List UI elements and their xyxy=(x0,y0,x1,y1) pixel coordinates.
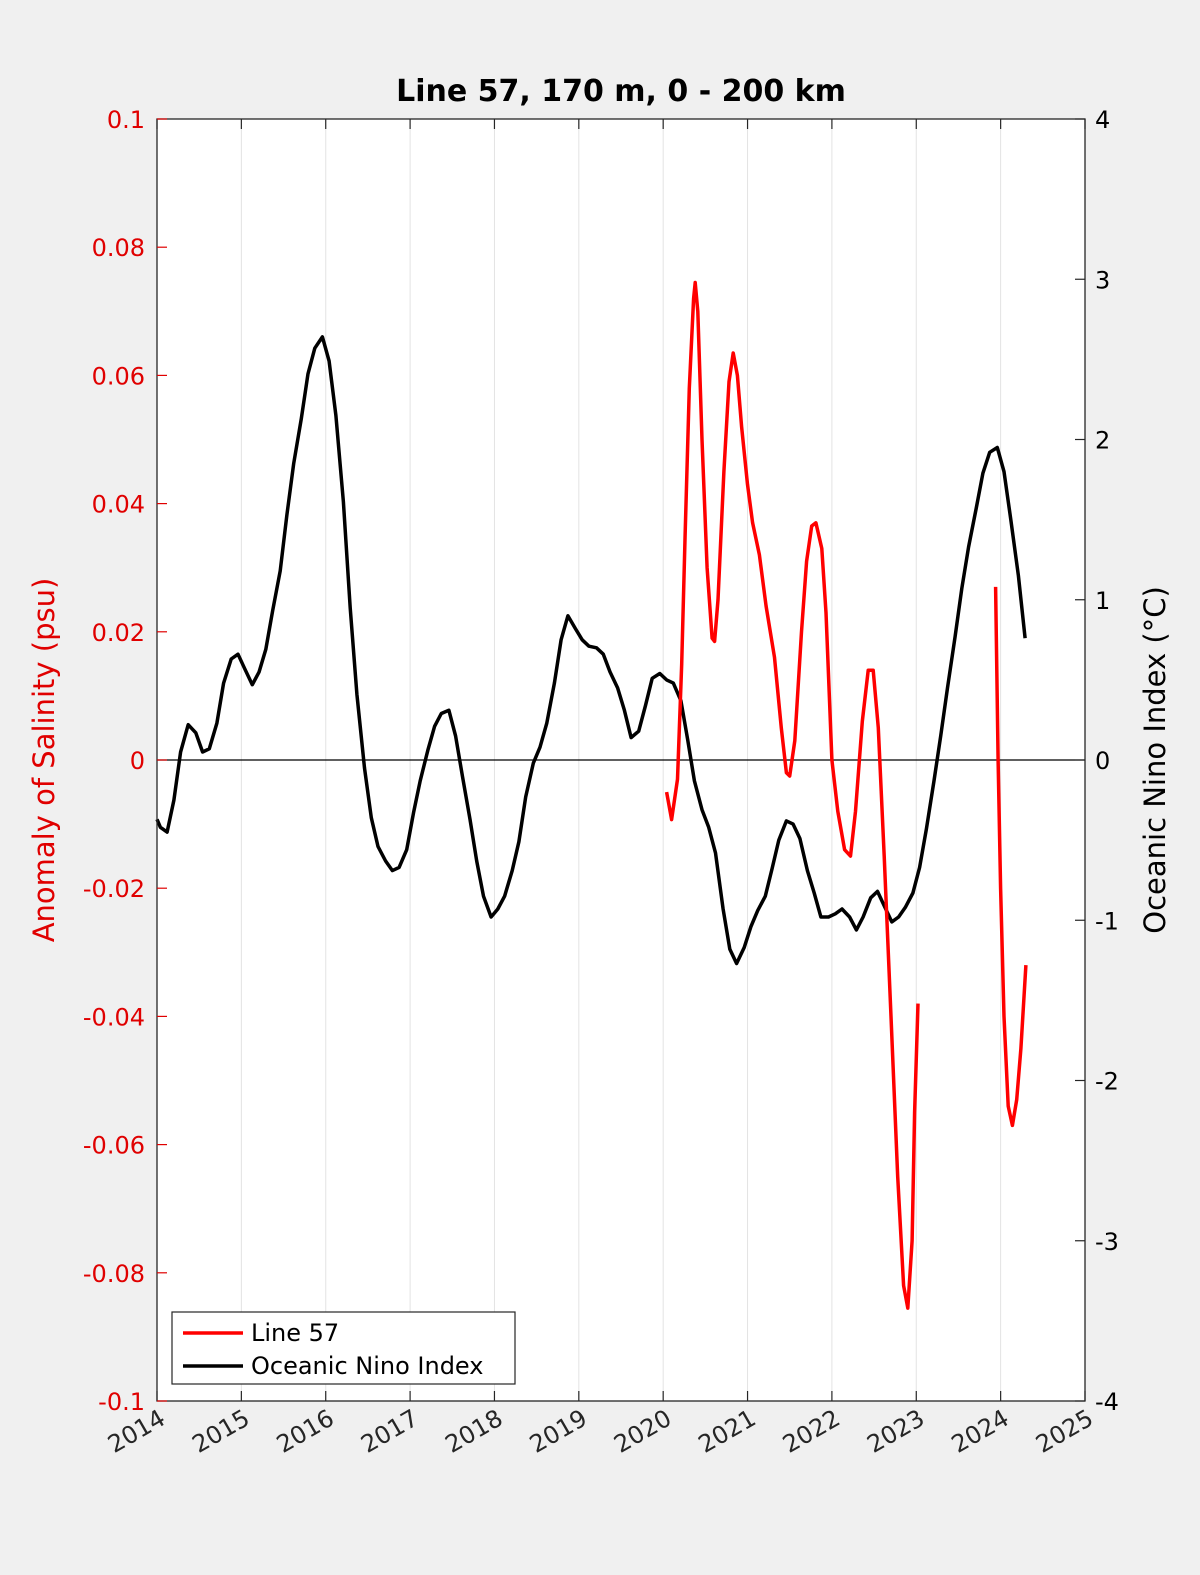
y-left-tick-label-0-1: 0.1 xyxy=(107,106,145,134)
y-right-tick-label-4: 4 xyxy=(1095,106,1110,134)
y-right-tick-label-0: 0 xyxy=(1095,747,1110,775)
y-right-tick-label-3: 3 xyxy=(1095,266,1110,294)
series-line-line-57-1 xyxy=(993,586,1028,1128)
y-right-tick-label-2: -2 xyxy=(1095,1068,1119,1096)
y-left-tick-label-0: 0 xyxy=(130,747,145,775)
legend-box xyxy=(171,1311,516,1385)
y-right-tick-label-3: -3 xyxy=(1095,1228,1119,1256)
y-left-tick-label-0-06: -0.06 xyxy=(83,1132,145,1160)
y-right-tick-label-1: -1 xyxy=(1095,907,1119,935)
chart-title: Line 57, 170 m, 0 - 200 km xyxy=(396,74,846,109)
series-line-oceanic-nino-index-0 xyxy=(155,335,1027,966)
y-axis-left-label: Anomaly of Salinity (psu) xyxy=(27,578,61,943)
y-left-tick-label-0-02: -0.02 xyxy=(83,875,145,903)
y-left-tick-label-0-08: -0.08 xyxy=(83,1260,145,1288)
y-left-tick-label-0-08: 0.08 xyxy=(92,234,145,262)
y-right-tick-label-1: 1 xyxy=(1095,587,1110,615)
y-left-tick-label-0-1: -0.1 xyxy=(98,1388,145,1416)
y-left-tick-label-0-04: -0.04 xyxy=(83,1003,145,1031)
y-left-tick-label-0-06: 0.06 xyxy=(92,362,145,390)
y-left-tick-label-0-02: 0.02 xyxy=(92,619,145,647)
legend-label-line-57: Line 57 xyxy=(251,1319,339,1347)
legend-label-oceanic-nino-index: Oceanic Nino Index xyxy=(251,1352,483,1380)
y-left-tick-label-0-04: 0.04 xyxy=(92,491,145,519)
series-lines xyxy=(155,280,1028,1310)
legend: Line 57 Oceanic Nino Index xyxy=(171,1311,516,1385)
y-right-tick-label-2: 2 xyxy=(1095,427,1110,455)
y-right-tick-label-4: -4 xyxy=(1095,1388,1119,1416)
series-line-line-57-0 xyxy=(664,280,920,1310)
y-axis-right-label: Oceanic Nino Index (°C) xyxy=(1138,586,1172,934)
